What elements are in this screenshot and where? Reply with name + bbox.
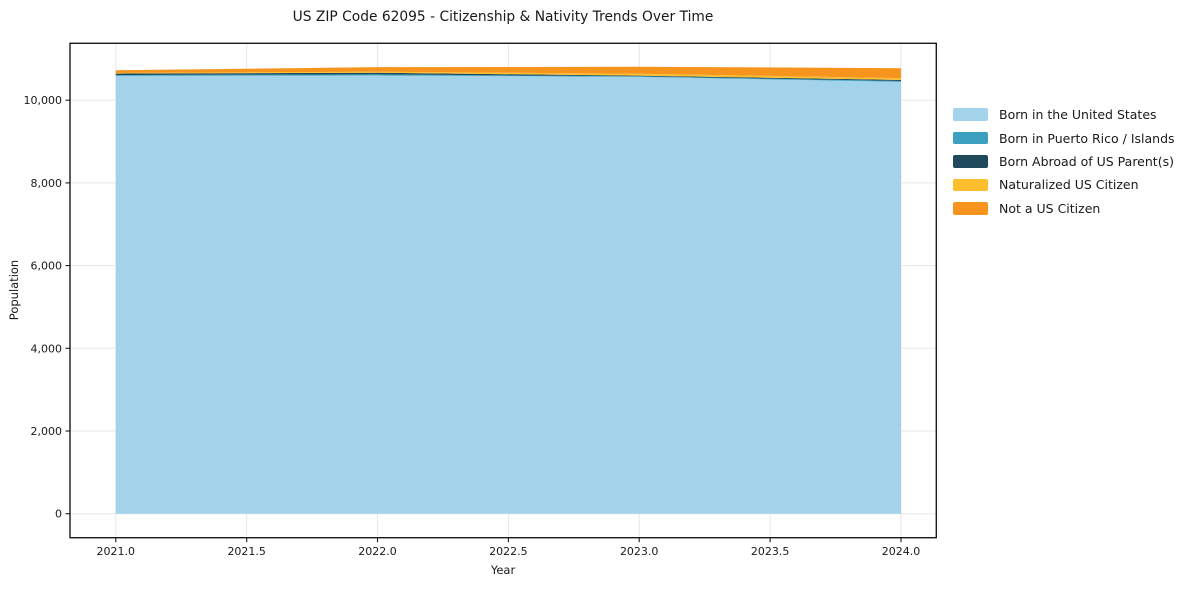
x-axis-title: Year [490,563,516,577]
y-tick-label: 8,000 [31,177,63,190]
x-tick-label: 2023.0 [620,545,659,558]
area-series-4 [115,66,901,79]
legend: Born in the United States Born in Puerto… [953,103,1175,220]
y-tick-label: 6,000 [31,260,63,273]
legend-swatch-not-citizen [953,202,988,215]
legend-label: Born in Puerto Rico / Islands [999,130,1175,146]
legend-item: Born Abroad of US Parent(s) [953,150,1175,173]
x-tick-label: 2021.0 [97,545,136,558]
legend-label: Not a US Citizen [999,200,1101,216]
area-series-1 [115,74,901,82]
legend-item: Born in the United States [953,103,1175,126]
area-series-3 [115,71,901,80]
y-axis-title: Population [7,259,21,321]
x-tick-label: 2022.0 [358,545,397,558]
y-tick-label: 2,000 [31,425,63,438]
plot-border [69,42,937,539]
x-tick-label: 2021.5 [227,545,266,558]
legend-label: Born in the United States [999,107,1157,123]
x-tick-label: 2022.5 [489,545,528,558]
legend-item: Not a US Citizen [953,197,1175,220]
legend-item: Born in Puerto Rico / Islands [953,126,1175,149]
chart-title: US ZIP Code 62095 - Citizenship & Nativi… [292,9,714,25]
legend-swatch-born-abroad [953,155,988,168]
legend-swatch-naturalized [953,178,988,192]
area-series-0 [115,75,901,514]
y-tick-label: 0 [55,508,62,521]
y-tick-label: 10,000 [24,94,63,107]
x-tick-label: 2024.0 [882,545,921,558]
legend-swatch-puerto-rico [953,131,988,145]
area-series-2 [115,72,901,82]
legend-item: Naturalized US Citizen [953,173,1175,196]
legend-swatch-born-us [953,108,988,121]
legend-label: Born Abroad of US Parent(s) [999,153,1174,169]
legend-label: Naturalized US Citizen [999,177,1139,193]
y-tick-label: 4,000 [31,342,63,355]
x-tick-label: 2023.5 [751,545,790,558]
